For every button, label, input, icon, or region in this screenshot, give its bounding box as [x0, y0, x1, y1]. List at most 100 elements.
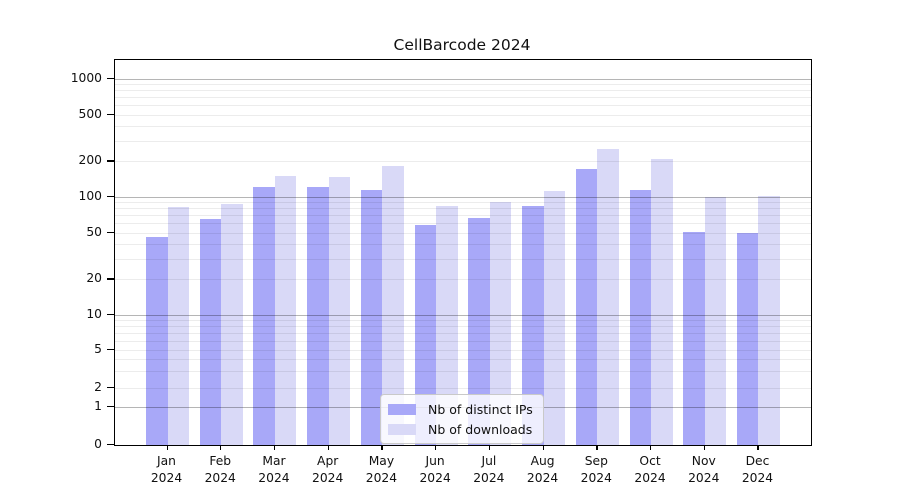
grid-line-minor — [115, 326, 811, 328]
y-axis-tick — [107, 113, 114, 115]
bar-downloads-jan — [167, 207, 189, 445]
grid-line-minor — [115, 161, 811, 163]
bar-downloads-apr — [328, 176, 351, 445]
bar-downloads-may — [382, 166, 404, 445]
y-axis-tick — [107, 387, 114, 389]
x-axis-tick-label: Jul 2024 — [473, 454, 505, 485]
x-axis-tick — [542, 444, 544, 450]
bar-distinct-ips-feb — [199, 219, 222, 445]
x-axis-tick-label: Jun 2024 — [419, 454, 451, 485]
bar-distinct-ips-jul — [468, 217, 490, 445]
grid-line-minor — [115, 223, 811, 225]
bar-distinct-ips-dec — [736, 232, 759, 445]
bar-distinct-ips-aug — [522, 205, 544, 445]
x-axis-tick — [435, 444, 437, 450]
grid-line-minor — [115, 215, 811, 217]
legend-item: Nb of downloads — [388, 419, 533, 439]
grid-line-minor — [115, 105, 811, 107]
y-axis-tick — [107, 406, 114, 408]
grid-line-minor — [115, 243, 811, 245]
bar-downloads-oct — [651, 158, 673, 445]
y-axis-tick — [107, 196, 114, 198]
grid-line-minor — [115, 232, 811, 234]
plot-area: Nb of distinct IPs Nb of downloads — [114, 59, 812, 446]
grid-line-minor — [115, 90, 811, 92]
y-axis-tick-label: 500 — [78, 106, 102, 121]
grid-line-minor — [115, 202, 811, 204]
grid-line-minor — [115, 350, 811, 351]
x-axis-tick-label: Dec 2024 — [741, 454, 774, 485]
bar-distinct-ips-oct — [629, 190, 652, 445]
grid-line-minor — [115, 97, 811, 99]
y-axis-tick — [107, 231, 114, 233]
x-axis-tick — [381, 444, 383, 450]
x-axis-tick-label: Jan 2024 — [150, 454, 183, 485]
y-axis-tick — [107, 160, 114, 162]
y-axis-tick-label: 10 — [86, 307, 102, 321]
x-axis-tick-label: Feb 2024 — [204, 454, 236, 485]
grid-line-minor — [115, 140, 811, 142]
x-axis-tick-label: Sep 2024 — [580, 454, 612, 485]
y-axis-tick — [107, 314, 114, 316]
grid-line-minor — [115, 333, 811, 334]
x-axis-tick-label: Mar 2024 — [258, 454, 290, 485]
y-axis-tick-label: 50 — [86, 224, 102, 239]
bar-distinct-ips-apr — [307, 187, 329, 445]
x-axis-tick — [596, 444, 598, 450]
x-axis-tick-label: Aug 2024 — [526, 454, 559, 485]
bar-distinct-ips-mar — [253, 187, 275, 445]
grid-line-major — [115, 197, 811, 198]
y-axis-tick-label: 100 — [78, 189, 102, 203]
y-axis-tick-label: 0 — [94, 437, 102, 451]
y-axis-tick-label: 200 — [78, 153, 102, 168]
y-axis-tick — [107, 444, 114, 446]
grid-line-minor — [115, 371, 811, 373]
bar-downloads-jun — [436, 205, 458, 445]
x-axis-tick — [273, 444, 276, 450]
x-axis-tick — [757, 444, 759, 450]
bar-distinct-ips-nov — [683, 231, 705, 445]
legend-item: Nb of distinct IPs — [388, 399, 533, 419]
grid-line-major — [115, 315, 811, 316]
x-axis-tick-label: Apr 2024 — [312, 454, 344, 485]
bar-downloads-sep — [597, 148, 619, 445]
bar-downloads-dec — [758, 195, 780, 445]
x-axis-tick — [327, 444, 329, 450]
bar-downloads-aug — [543, 191, 566, 445]
x-axis-tick — [650, 444, 652, 450]
legend-swatch-downloads — [388, 423, 416, 435]
grid-line-minor — [115, 359, 811, 361]
legend: Nb of distinct IPs Nb of downloads — [380, 394, 544, 444]
x-axis-tick — [703, 444, 705, 450]
bar-distinct-ips-jan — [146, 236, 168, 445]
grid-line-minor — [115, 125, 811, 127]
y-axis-tick — [107, 278, 114, 280]
grid-line-minor — [115, 114, 811, 116]
grid-line-minor — [115, 340, 811, 342]
y-axis-tick — [107, 349, 114, 351]
bar-downloads-jul — [489, 202, 512, 445]
y-axis-tick-label: 2 — [94, 380, 102, 394]
bar-distinct-ips-sep — [575, 169, 598, 445]
bar-distinct-ips-may — [360, 189, 383, 445]
y-axis-tick-label: 5 — [94, 342, 102, 356]
x-axis-tick — [488, 444, 491, 450]
bar-downloads-nov — [704, 196, 727, 445]
legend-swatch-distinct-ips — [388, 403, 416, 415]
y-axis-tick-label: 20 — [86, 271, 102, 286]
grid-line-minor — [115, 84, 811, 86]
y-axis-tick — [107, 78, 114, 80]
legend-label: Nb of distinct IPs — [428, 401, 533, 417]
chart-title: CellBarcode 2024 — [393, 36, 531, 54]
legend-label: Nb of downloads — [428, 421, 533, 437]
grid-line-minor — [115, 279, 811, 281]
bar-downloads-feb — [221, 203, 243, 445]
bar-downloads-mar — [274, 176, 297, 445]
x-axis-tick-label: Nov 2024 — [688, 454, 720, 485]
x-axis-tick — [220, 444, 222, 450]
x-axis-tick-label: May 2024 — [365, 454, 398, 485]
grid-line-minor — [115, 208, 811, 210]
bar-distinct-ips-jun — [414, 224, 437, 445]
grid-line-minor — [115, 320, 811, 322]
